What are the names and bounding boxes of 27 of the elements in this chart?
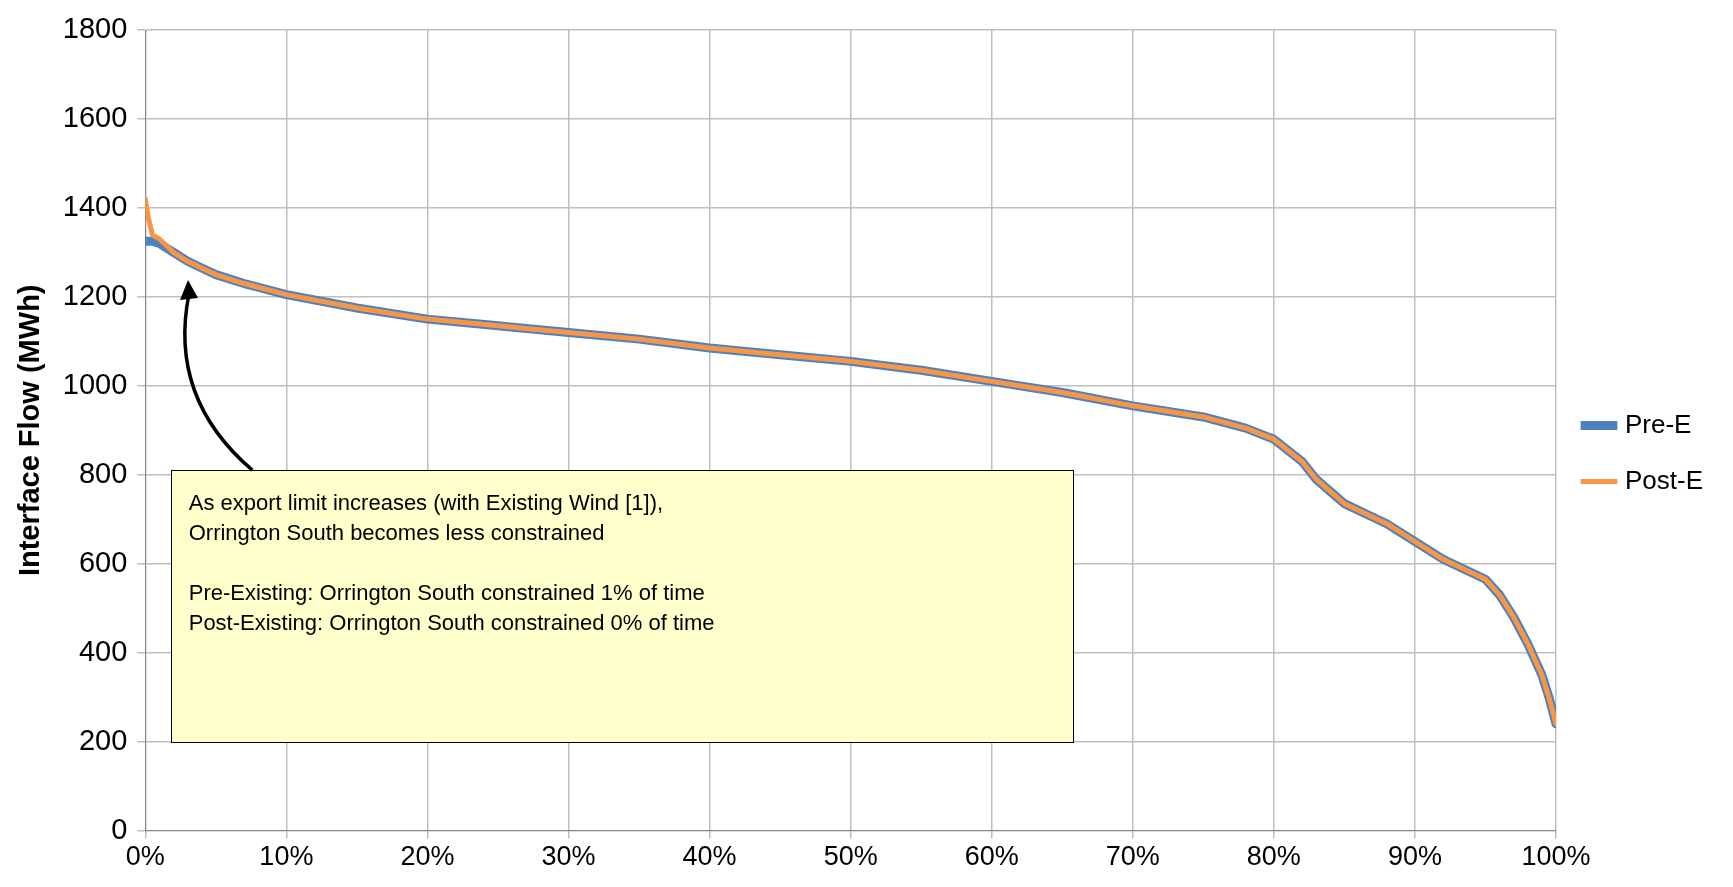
x-tick-label: 30% — [541, 841, 596, 872]
y-tick-label: 200 — [78, 723, 128, 756]
x-tick-label: 0% — [125, 841, 165, 872]
x-tick-label: 100% — [1521, 841, 1591, 872]
x-tick-label: 60% — [964, 841, 1019, 872]
y-tick-label: 1800 — [62, 12, 128, 44]
x-tick-label: 40% — [682, 841, 737, 872]
x-tick-label: 70% — [1105, 841, 1160, 872]
legend-label: Pre-E — [1624, 408, 1692, 439]
annotation: As export limit increases (with Existing Wind [1]), Orrington South becomes less constrained — [188, 489, 665, 548]
y-tick-label: 600 — [78, 545, 128, 578]
legend-label: Post-E — [1624, 464, 1704, 495]
y-tick-label: 400 — [78, 634, 128, 667]
y-tick-label: 1000 — [62, 367, 128, 400]
y-tick-label: 1400 — [62, 189, 128, 222]
annotation: Post-Existing: Orrington South constrained 0% of time — [188, 609, 716, 638]
x-tick-label: 80% — [1246, 841, 1301, 872]
y-tick-label: 0 — [111, 812, 128, 845]
y-tick-label: 800 — [78, 456, 128, 489]
x-tick-label: 90% — [1387, 841, 1442, 872]
y-axis-title: Interface Flow (MWh) — [13, 284, 46, 577]
y-tick-label: 1600 — [62, 100, 128, 133]
x-tick-label: 20% — [400, 841, 455, 872]
y-tick-label: 1200 — [62, 278, 128, 311]
x-tick-label: 50% — [823, 841, 878, 872]
x-tick-label: 10% — [259, 841, 314, 872]
annotation: Pre-Existing: Orrington South constrained 1% of time — [188, 579, 706, 608]
